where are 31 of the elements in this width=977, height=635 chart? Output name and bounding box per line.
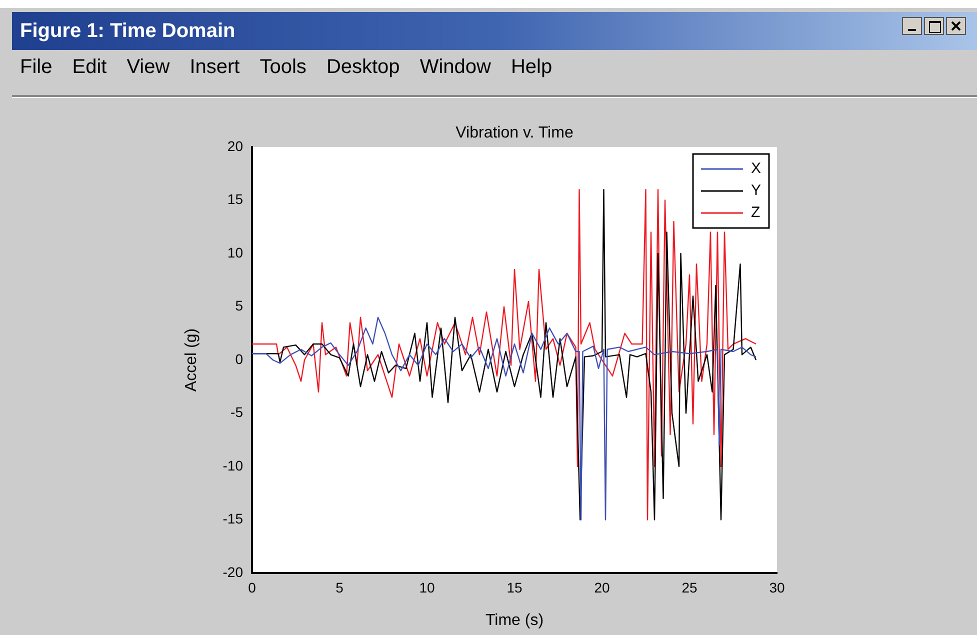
chart-title: Vibration v. Time [456, 124, 574, 142]
x-tick-label: 10 [419, 579, 435, 596]
y-tick-label: 20 [227, 138, 244, 154]
x-tick-label: 25 [682, 579, 698, 596]
x-tick-label: 15 [506, 579, 522, 596]
legend-label: X [751, 160, 762, 178]
text: Help [510, 56, 552, 80]
x-axis-title: Time (s) [485, 612, 544, 629]
legend-label: Y [751, 182, 762, 200]
y-tick-label: -10 [222, 457, 244, 474]
y-tick-label: -5 [230, 404, 244, 420]
y-tick-label: -15 [222, 510, 244, 527]
y-tick-label: 10 [227, 244, 244, 260]
y-tick-label: -20 [222, 564, 244, 580]
caption: Figure 1: Time Domain [12, 12, 977, 50]
x-tick-label: 5 [336, 579, 344, 596]
text: Desktop [326, 56, 400, 80]
text: Edit [72, 56, 107, 80]
x-tick-label: 0 [248, 579, 256, 596]
y-axis-title: Accel (g) [183, 328, 200, 392]
text: Window [420, 56, 491, 80]
text: View [126, 56, 170, 80]
text: Tools [260, 56, 306, 80]
x-tick-label: 30 [769, 579, 785, 596]
y-tick-label: 0 [235, 350, 244, 367]
legend-label: Z [751, 204, 760, 222]
text: Insert [190, 56, 240, 80]
x-tick-label: 20 [594, 579, 610, 596]
y-tick-label: 5 [235, 298, 244, 314]
y-tick-label: 15 [227, 191, 244, 208]
text: File [20, 56, 52, 80]
